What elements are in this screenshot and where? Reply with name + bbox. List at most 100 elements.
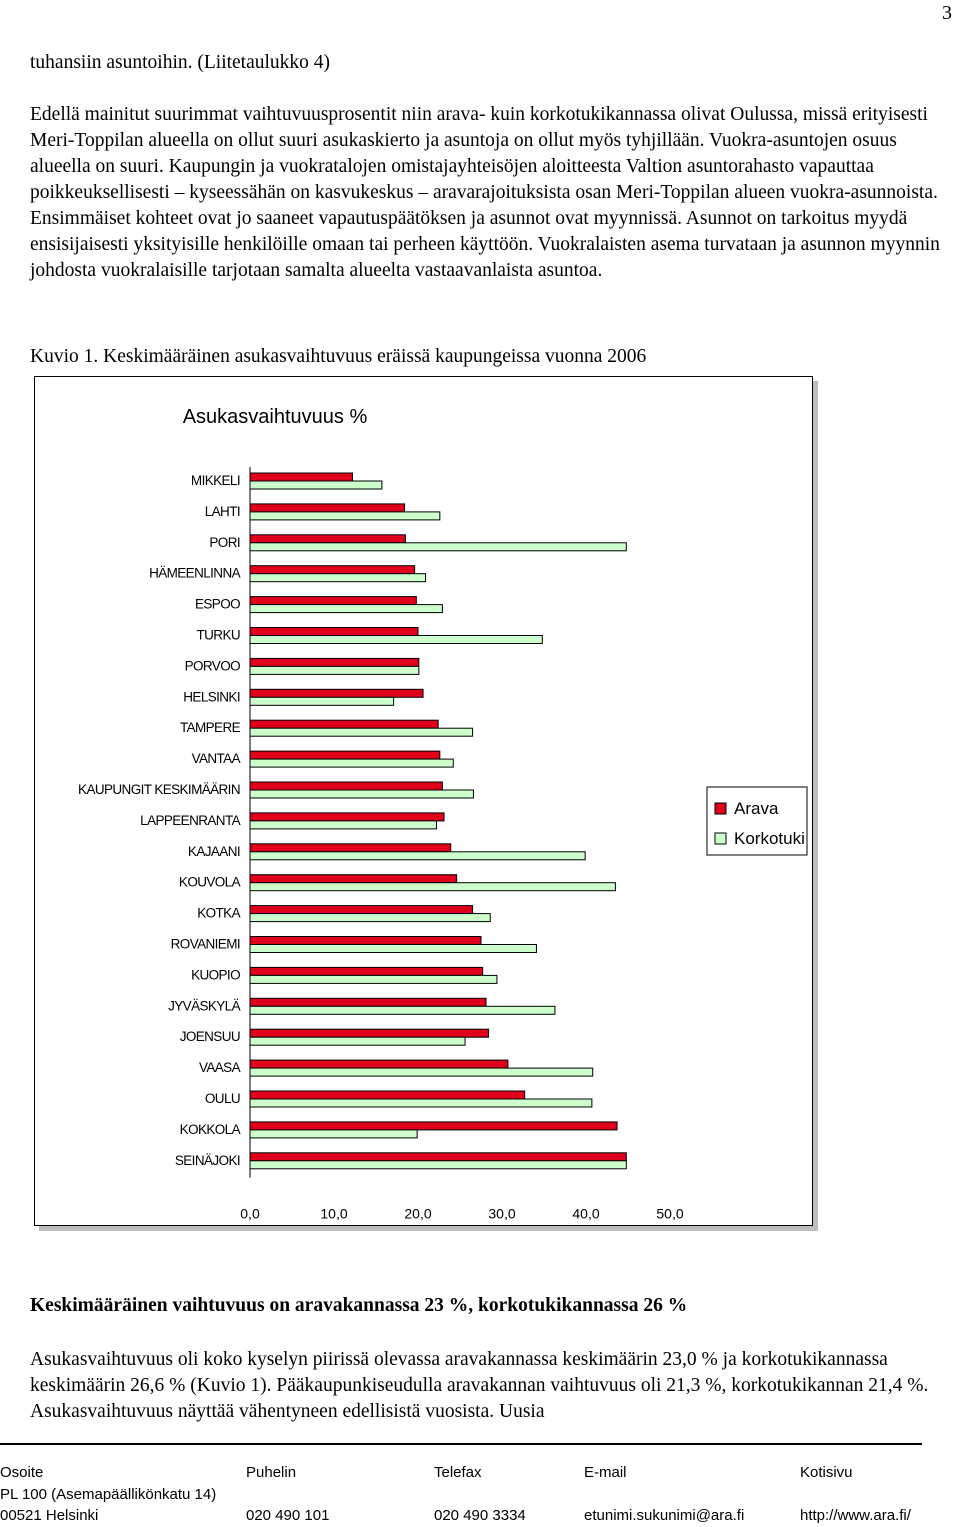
legend: Arava Korkotuki — [706, 786, 808, 856]
x-tick-label: 0,0 — [240, 1206, 260, 1222]
figure-caption: Kuvio 1. Keskimääräinen asukasvaihtuvuus… — [30, 346, 647, 367]
category-label: JOENSUU — [180, 1029, 240, 1044]
footer-value[interactable]: etunimi.sukunimi@ara.fi — [584, 1507, 745, 1524]
bar-korkotuki-8 — [249, 727, 474, 737]
footer-spacer — [800, 1484, 911, 1506]
bar-arava-17 — [249, 997, 487, 1007]
bar-korkotuki-15 — [249, 944, 537, 953]
bar-arava-14 — [249, 905, 474, 915]
category-label: TURKU — [197, 628, 241, 643]
bar-korkotuki-13 — [249, 882, 616, 892]
bar-arava-9 — [249, 750, 441, 760]
x-axis: 0,0 10,0 20,0 30,0 40,0 50,0 — [240, 467, 684, 1222]
category-labels: MIKKELI LAHTI PORI HÄMEENLINNA ESPOO TURKU POR… — [78, 473, 241, 1168]
bar-arava-21 — [249, 1121, 618, 1131]
category-label: KAUPUNGIT KESKIMÄÄRIN — [78, 782, 240, 797]
category-label: LAHTI — [205, 504, 240, 519]
bar-korkotuki-12 — [249, 851, 586, 861]
bar-arava-6 — [249, 657, 420, 667]
footer-spacer — [246, 1484, 329, 1506]
bar-arava-7 — [249, 688, 424, 698]
footer-value[interactable]: http://www.ara.fi/ — [800, 1507, 911, 1524]
footer-value: PL 100 (Asemapäällikönkatu 14) — [0, 1485, 217, 1503]
bar-korkotuki-19 — [249, 1067, 594, 1077]
bar-korkotuki-9 — [249, 758, 454, 768]
bar-korkotuki-4 — [249, 604, 443, 614]
bar-korkotuki-5 — [249, 635, 543, 644]
category-label: PORI — [209, 535, 240, 550]
category-label: SEINÄJOKI — [175, 1153, 240, 1168]
bar-korkotuki-1 — [249, 511, 441, 521]
x-tick-label: 50,0 — [656, 1206, 683, 1222]
footer-rule — [0, 1443, 922, 1445]
legend-swatch-arava — [714, 802, 727, 815]
bar-arava-4 — [249, 596, 417, 606]
category-label: PORVOO — [185, 658, 241, 673]
bar-arava-13 — [249, 874, 458, 884]
bar-arava-5 — [249, 627, 419, 636]
category-label: MIKKELI — [191, 473, 240, 488]
bar-korkotuki-2 — [249, 542, 627, 552]
page-number: 3 — [942, 2, 952, 24]
bar-arava-20 — [249, 1090, 526, 1100]
bar-korkotuki-18 — [249, 1036, 466, 1046]
bar-arava-8 — [249, 719, 439, 729]
bar-arava-3 — [249, 565, 416, 575]
bar-arava-15 — [249, 936, 482, 945]
footer-header: Kotisivu — [800, 1464, 853, 1481]
x-tick-label: 40,0 — [572, 1206, 599, 1222]
category-label: LAPPEENRANTA — [140, 813, 240, 828]
footer-header: Puhelin — [246, 1464, 297, 1481]
bar-korkotuki-20 — [249, 1098, 593, 1108]
footer-header: Osoite — [0, 1464, 44, 1481]
x-tick-label: 30,0 — [488, 1206, 515, 1222]
bar-korkotuki-16 — [249, 974, 498, 984]
bar-korkotuki-10 — [249, 789, 474, 799]
bar-korkotuki-14 — [249, 913, 491, 923]
bar-arava-19 — [249, 1059, 509, 1069]
bar-korkotuki-0 — [249, 480, 383, 490]
category-label: ESPOO — [195, 597, 240, 612]
category-label: HELSINKI — [183, 689, 240, 704]
footer-header: E-mail — [584, 1464, 627, 1481]
bars-layer — [249, 472, 627, 1170]
legend-swatch-korkotuki — [714, 832, 727, 845]
bar-chart: Asukasvaihtuvuus % MIKKELI LAHTI PORI HÄMEE… — [78, 406, 808, 1222]
bar-korkotuki-11 — [249, 820, 437, 830]
category-label: ROVANIEMI — [171, 937, 240, 952]
category-label: KOKKOLA — [180, 1122, 241, 1137]
chart-title: Asukasvaihtuvuus % — [183, 406, 368, 428]
summary-heading: Keskimääräinen vaihtuvuus on aravakannas… — [30, 1295, 688, 1316]
footer-value: 020 490 101 — [246, 1507, 330, 1524]
footer-spacer — [434, 1484, 526, 1506]
paragraph-summary: Asukasvaihtuvuus oli koko kyselyn piiris… — [30, 1349, 929, 1422]
bar-arava-2 — [249, 534, 406, 544]
category-label: VANTAA — [192, 751, 241, 766]
category-label: HÄMEENLINNA — [149, 566, 241, 581]
footer-value: 00521 Helsinki — [0, 1507, 99, 1524]
bar-arava-16 — [249, 966, 484, 976]
bar-arava-11 — [249, 812, 445, 822]
paragraph-main: Edellä mainitut suurimmat vaihtuvuuspros… — [30, 104, 940, 281]
bar-korkotuki-3 — [249, 573, 427, 583]
category-label: TAMPERE — [180, 720, 241, 735]
footer-spacer — [584, 1484, 744, 1506]
chart-frame: Asukasvaihtuvuus % MIKKELI LAHTI PORI HÄMEE… — [34, 376, 813, 1226]
bar-arava-0 — [249, 472, 353, 482]
bar-arava-10 — [249, 781, 443, 791]
legend-label-korkotuki: Korkotuki — [734, 829, 805, 848]
bar-korkotuki-7 — [249, 696, 395, 706]
category-label: JYVÄSKYLÄ — [168, 998, 240, 1013]
category-label: OULU — [205, 1091, 240, 1106]
category-label: VAASA — [199, 1060, 241, 1075]
category-label: KAJAANI — [188, 844, 240, 859]
footer-header: Telefax — [434, 1464, 482, 1481]
paragraph-intro: tuhansiin asuntoihin. (Liitetaulukko 4) — [30, 52, 331, 73]
bar-korkotuki-22 — [249, 1160, 627, 1170]
x-tick-label: 20,0 — [404, 1206, 431, 1222]
category-label: KOTKA — [197, 906, 240, 921]
bar-korkotuki-21 — [249, 1129, 418, 1139]
bar-korkotuki-6 — [249, 665, 420, 675]
bar-korkotuki-17 — [249, 1005, 556, 1015]
bar-arava-1 — [249, 503, 406, 513]
